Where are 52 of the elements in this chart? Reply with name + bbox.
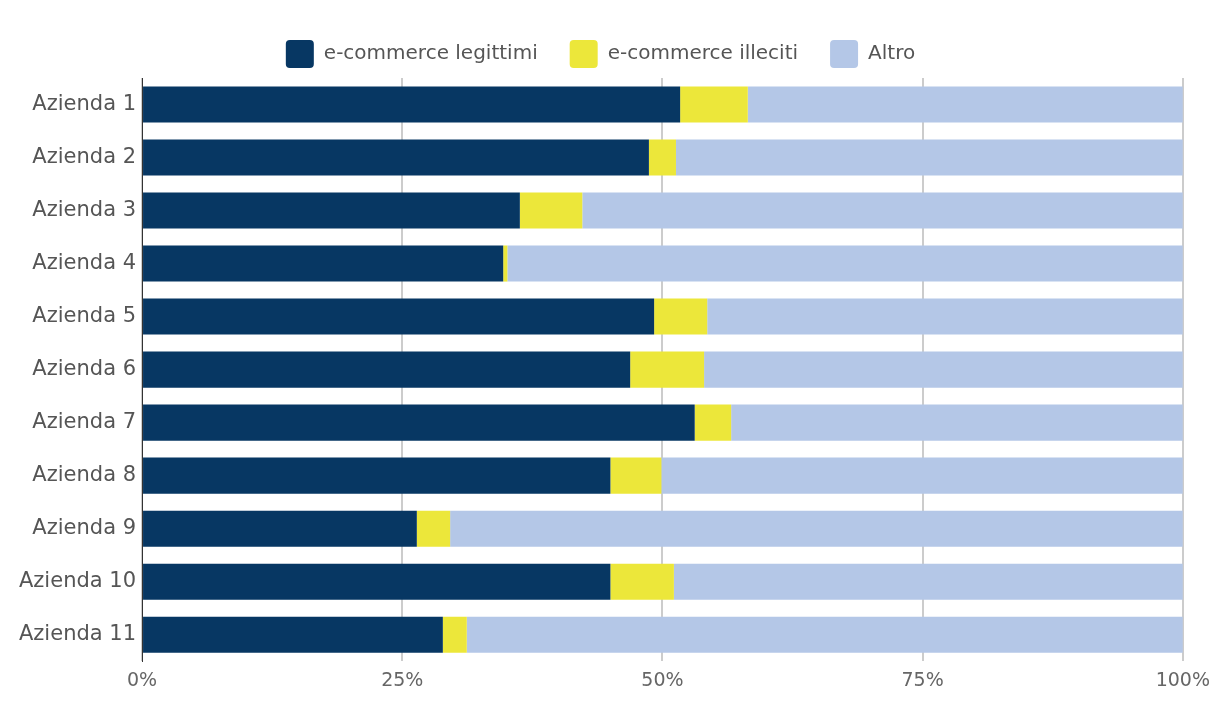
x-tick-label: 25% (381, 667, 424, 690)
bar (648, 139, 676, 176)
legend-label: e-commerce illeciti (607, 40, 799, 65)
x-tick-label: 75% (901, 667, 944, 690)
y-tick-label: Azienda 6 (32, 356, 137, 381)
bar (694, 404, 732, 441)
y-tick-label: Azienda 9 (32, 515, 137, 540)
bar (610, 563, 674, 600)
x-tick-label: 50% (641, 667, 684, 690)
y-tick-label: Azienda 4 (32, 250, 137, 275)
bar (661, 457, 1183, 494)
legend-label: e-commerce legittimi (323, 40, 538, 65)
bar (416, 510, 451, 547)
bar (143, 563, 611, 600)
bar (582, 192, 1183, 229)
bar (143, 86, 681, 123)
y-tick-label: Azienda 11 (18, 621, 137, 646)
bar (442, 616, 467, 653)
bar (143, 298, 655, 335)
bar (610, 457, 662, 494)
bar (519, 192, 583, 229)
bar (466, 616, 1183, 653)
bar (630, 351, 705, 388)
bar (731, 404, 1183, 441)
bar (143, 245, 504, 282)
bar (143, 351, 631, 388)
y-tick-label: Azienda 1 (32, 90, 137, 115)
y-tick-label: Azienda 7 (32, 409, 137, 434)
bar (707, 298, 1183, 335)
bar (507, 245, 1183, 282)
bar (680, 86, 748, 123)
bar (675, 139, 1183, 176)
legend-label: Altro (868, 40, 916, 65)
bar (747, 86, 1183, 123)
y-tick-label: Azienda 8 (32, 462, 137, 487)
x-tick-label: 0% (126, 667, 158, 690)
bar (450, 510, 1183, 547)
y-tick-label: Azienda 2 (32, 143, 137, 168)
bar (503, 245, 508, 282)
bar (143, 192, 520, 229)
bar (143, 404, 695, 441)
bar (654, 298, 708, 335)
bar (143, 510, 417, 547)
bar (704, 351, 1183, 388)
bar (673, 563, 1183, 600)
bar (143, 616, 443, 653)
bar (143, 457, 611, 494)
x-tick-label: 100% (1155, 667, 1210, 690)
y-tick-label: Azienda 5 (32, 303, 137, 328)
y-tick-label: Azienda 10 (18, 568, 137, 593)
bar (143, 139, 649, 176)
y-tick-label: Azienda 3 (32, 197, 137, 221)
